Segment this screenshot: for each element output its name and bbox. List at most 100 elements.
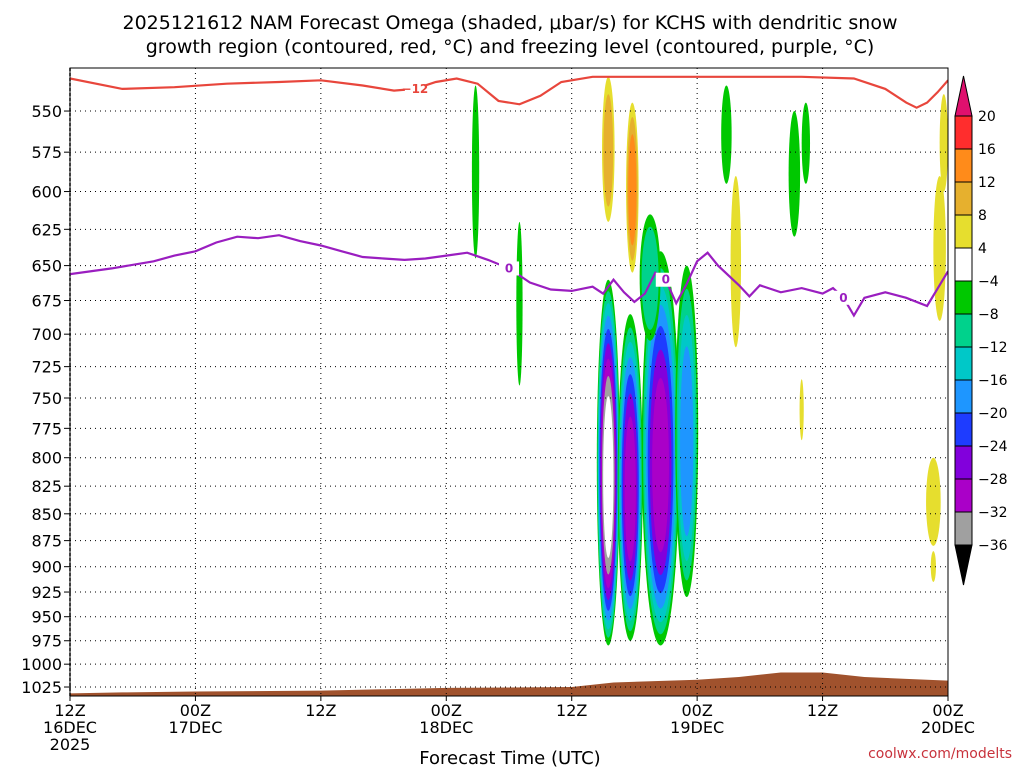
y-tick-label-675: 675 <box>31 292 62 311</box>
contour-label-bg-dendritic-0 <box>404 81 425 96</box>
x-tick-label-3-1: 18DEC <box>419 718 473 737</box>
contour-label-dendritic-0: −12 <box>402 82 429 96</box>
y-tick-label-700: 700 <box>31 325 62 344</box>
omega-cell-14-band-1 <box>927 466 940 539</box>
y-tick-label-1000: 1000 <box>21 655 62 674</box>
colorbar-box-2 <box>954 181 973 216</box>
y-tick-label-825: 825 <box>31 477 62 496</box>
grid-lines <box>69 68 948 696</box>
y-tick-label-1025: 1025 <box>21 678 62 697</box>
colorbar-box-8 <box>954 379 973 414</box>
colorbar-box-6 <box>954 313 973 348</box>
colorbar-label-11: −28 <box>978 472 1008 488</box>
omega-cell-2-band-7 <box>653 395 668 538</box>
colorbar-bottom-arrow <box>954 544 973 586</box>
y-tick-label-750: 750 <box>31 389 62 408</box>
colorbar-label-1: 16 <box>978 142 996 158</box>
omega-cell-0-band-9 <box>604 421 612 536</box>
colorbar-box-0 <box>954 115 973 150</box>
omega-cell-3-band-4 <box>681 365 693 521</box>
colorbar-label-2: 12 <box>978 175 996 191</box>
omega-cell-9-band-1 <box>722 94 731 176</box>
contour-dendritic <box>70 75 948 109</box>
x-tick-label-6-0: 12Z <box>807 701 838 720</box>
y-tick-label-775: 775 <box>31 419 62 438</box>
colorbar-box-12 <box>954 511 973 546</box>
omega-cell-12-band-1 <box>731 193 741 333</box>
x-tick-label-4-0: 12Z <box>556 701 587 720</box>
omega-cell-5-band-2 <box>604 105 613 197</box>
chart-title-line1: 2025121612 NAM Forecast Omega (shaded, μ… <box>123 12 898 34</box>
omega-cell-11-band-1 <box>802 110 810 177</box>
colorbar-top-arrow <box>954 75 973 117</box>
y-tick-label-925: 925 <box>31 583 62 602</box>
omega-cell-17-band-1 <box>931 554 936 580</box>
colorbar-label-4: 4 <box>978 241 987 257</box>
y-tick-label-725: 725 <box>31 358 62 377</box>
y-tick-label-600: 600 <box>31 183 62 202</box>
contour-label-freezing-2: 0 <box>839 291 847 305</box>
x-tick-label-1-0: 00Z <box>180 701 211 720</box>
colorbar-label-12: −32 <box>978 505 1008 521</box>
contour-lines: −12 0 0 0 <box>70 75 948 318</box>
colorbar-label-5: −4 <box>978 274 999 290</box>
y-tick-label-625: 625 <box>31 220 62 239</box>
colorbar-label-6: −8 <box>978 307 999 323</box>
contour-label-bg-freezing-0 <box>499 261 519 276</box>
colorbar-box-3 <box>954 214 973 249</box>
y-tick-label-800: 800 <box>31 449 62 468</box>
terrain-fill <box>70 672 948 696</box>
terrain-surface <box>70 672 948 696</box>
colorbar-label-8: −16 <box>978 373 1008 389</box>
x-tick-label-0-1: 16DEC <box>43 718 97 737</box>
y-tick-label-900: 900 <box>31 558 62 577</box>
contour-label-freezing-1: 0 <box>662 273 670 287</box>
y-axis-ticks: 550 575 600 625 650 675 700 725 750 775 800 825 850 8… <box>21 102 70 697</box>
contour-label-freezing-0: 0 <box>505 261 513 275</box>
colorbar-box-11 <box>954 478 973 513</box>
colorbar-box-7 <box>954 346 973 381</box>
chart-title-line2: growth region (contoured, red, °C) and f… <box>146 36 875 58</box>
x-tick-label-0-0: 12Z <box>54 701 85 720</box>
omega-shading <box>471 76 948 646</box>
colorbar-box-5 <box>954 280 973 315</box>
omega-cell-16-band-1 <box>940 108 947 178</box>
x-tick-label-2-0: 12Z <box>305 701 336 720</box>
colorbar-label-9: −20 <box>978 406 1008 422</box>
x-axis-label: Forecast Time (UTC) <box>419 748 600 768</box>
omega-cell-8-band-1 <box>516 238 523 372</box>
omega-cell-1-band-7 <box>625 430 635 549</box>
y-tick-label-850: 850 <box>31 505 62 524</box>
omega-cell-10-band-1 <box>789 123 800 226</box>
plot-area: −12 0 0 0 <box>69 67 949 697</box>
colorbar-label-13: −36 <box>978 538 1008 554</box>
x-tick-label-5-1: 19DEC <box>670 718 724 737</box>
colorbar: 20 16 12 8 4 −4 −8 −12 −16 −20 −24 −28 −32 −36 <box>954 75 1008 586</box>
omega-cell-6-band-3 <box>628 145 636 236</box>
contour-freezing <box>70 234 948 318</box>
y-tick-label-575: 575 <box>31 143 62 162</box>
colorbar-label-7: −12 <box>978 340 1008 356</box>
omega-cell-7-band-1 <box>472 102 479 244</box>
x-tick-label-3-0: 00Z <box>431 701 462 720</box>
colorbar-box-4 <box>954 247 973 282</box>
x-tick-label-0-2: 2025 <box>50 735 91 754</box>
contour-label-bg-freezing-2 <box>833 290 854 305</box>
plot-frame <box>69 67 949 697</box>
contour-label-bg-freezing-1 <box>655 272 676 287</box>
x-tick-label-7-1: 20DEC <box>921 718 975 737</box>
colorbar-label-10: −24 <box>978 439 1008 455</box>
credit-text: coolwx.com/modelts <box>868 746 1012 762</box>
colorbar-label-0: 20 <box>978 109 996 125</box>
y-tick-label-550: 550 <box>31 102 62 121</box>
omega-cell-4-band-2 <box>644 242 657 316</box>
omega-cell-13-band-1 <box>799 385 804 435</box>
y-tick-label-975: 975 <box>31 632 62 651</box>
colorbar-box-10 <box>954 445 973 480</box>
x-tick-label-5-0: 00Z <box>681 701 712 720</box>
colorbar-box-1 <box>954 148 973 183</box>
colorbar-label-3: 8 <box>978 208 987 224</box>
y-tick-label-950: 950 <box>31 608 62 627</box>
